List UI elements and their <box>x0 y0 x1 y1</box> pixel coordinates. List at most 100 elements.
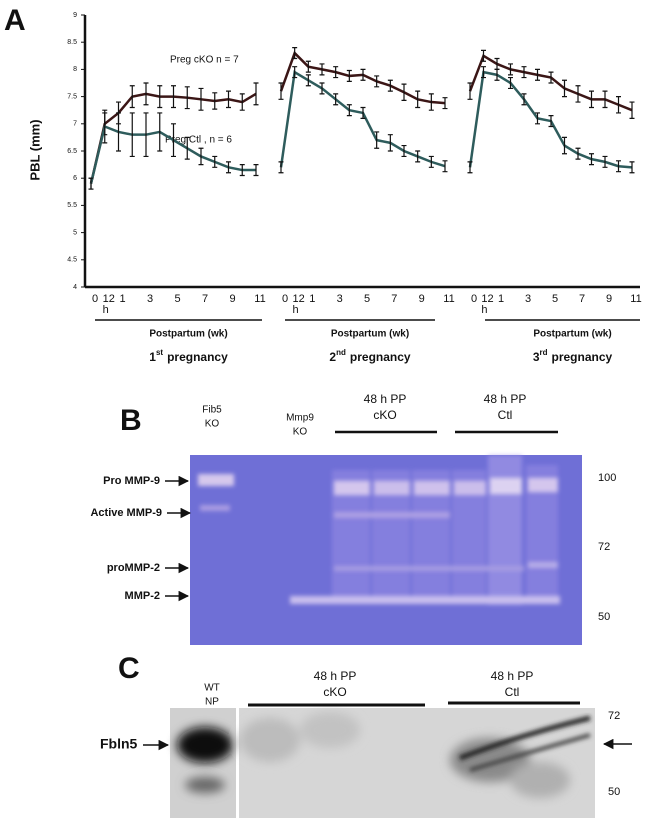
x-tick-label: 5 <box>552 293 558 305</box>
error-bar <box>212 155 218 168</box>
caption-part: rd <box>540 348 548 357</box>
error-bar <box>548 71 554 84</box>
x-tick-label: 9 <box>419 293 425 305</box>
lane-label: NP <box>205 697 219 708</box>
error-bar <box>305 74 311 87</box>
error-bar <box>305 60 311 73</box>
error-bar <box>253 82 259 106</box>
error-bar <box>278 82 284 100</box>
y-tick-label: 7 <box>73 121 77 128</box>
x-tick-label: 3 <box>337 293 343 305</box>
error-bar <box>442 97 448 110</box>
size-marker: 50 <box>608 786 620 798</box>
x-tick-label: 1 <box>309 293 315 305</box>
error-bar <box>333 93 339 106</box>
error-bar <box>319 63 325 76</box>
band-label: Active MMP-9 <box>90 507 162 519</box>
group-label: cKO <box>323 685 346 699</box>
error-bar <box>629 101 635 119</box>
error-bar <box>562 79 567 98</box>
x-tick-label: 12 h <box>293 293 305 316</box>
x-tick-label: 7 <box>579 293 585 305</box>
x-tick-label: 1 <box>119 293 125 305</box>
error-bar <box>102 109 108 144</box>
error-bar <box>494 68 500 81</box>
band-label: proMMP-2 <box>107 562 160 574</box>
x-axis-label: Postpartum (wk) <box>149 329 227 340</box>
x-tick-label: 0 <box>282 293 288 305</box>
error-bar <box>226 161 231 174</box>
size-marker: 72 <box>598 541 610 553</box>
error-bar <box>508 63 513 76</box>
error-bar <box>428 155 434 168</box>
y-tick-label: 9 <box>73 12 77 19</box>
error-bar <box>575 147 581 160</box>
error-bar <box>198 147 204 166</box>
error-bar <box>143 112 149 158</box>
error-bar <box>184 136 190 160</box>
x-tick-label: 3 <box>525 293 531 305</box>
error-bar <box>548 115 554 128</box>
x-tick-label: 5 <box>364 293 370 305</box>
y-axis-label: PBL (mm) <box>27 119 42 180</box>
panel-a: 4 4.5 5 5.5 6 6.5 7 7.5 8 8.5 9 PBL (mm) Preg cKO n … <box>27 12 641 364</box>
caption-part: pregnancy <box>350 350 411 364</box>
panel-letter: B <box>120 404 142 437</box>
error-bar <box>521 93 527 106</box>
error-bar <box>602 155 608 168</box>
panel-letter: A <box>4 4 26 37</box>
x-axis-label: Postpartum (wk) <box>331 329 409 340</box>
x-tick-label: 5 <box>174 293 180 305</box>
blot-c <box>170 708 595 818</box>
x-tick-label: 11 <box>443 293 454 305</box>
y-tick-label: 4 <box>73 284 77 291</box>
annotation: Preg cKO n = 7 <box>170 55 239 66</box>
error-bar <box>521 66 527 79</box>
error-bar <box>292 66 298 79</box>
x-tick-label: 12 h <box>103 293 115 316</box>
error-bar <box>562 136 567 155</box>
error-bar <box>278 161 284 174</box>
error-bar <box>401 144 407 158</box>
group-label: 48 h PP <box>364 392 407 406</box>
error-bar <box>575 85 581 103</box>
error-bar <box>535 112 540 125</box>
group-label: Ctl <box>505 685 520 699</box>
band-label: Pro MMP-9 <box>103 475 160 487</box>
error-bar <box>157 112 163 152</box>
caption-part: pregnancy <box>552 350 613 364</box>
error-bar <box>239 93 245 111</box>
error-bar <box>428 93 434 111</box>
error-bar <box>616 160 621 173</box>
lane-label: KO <box>205 419 220 430</box>
caption-part: pregnancy <box>167 350 228 364</box>
error-bar <box>387 134 393 152</box>
error-bar <box>239 164 245 177</box>
lane-label: Mmp9 <box>286 413 314 424</box>
error-bar <box>467 161 473 174</box>
x-tick-label: 11 <box>254 293 265 305</box>
error-bar <box>184 86 190 110</box>
error-bar <box>292 47 298 60</box>
x-tick-label: 9 <box>606 293 612 305</box>
error-bar <box>481 49 486 62</box>
error-bar <box>346 104 352 117</box>
y-tick-label: 8.5 <box>67 39 77 46</box>
error-bar <box>467 82 473 100</box>
error-bar <box>171 123 176 158</box>
caption-part: 2 <box>329 350 336 364</box>
error-bar <box>387 79 393 92</box>
panel-letter: C <box>118 652 140 685</box>
error-bar <box>374 131 380 149</box>
x-axis-label: Postpartum (wk) <box>533 329 611 340</box>
error-bar <box>129 85 135 109</box>
x-tick-label: 7 <box>391 293 397 305</box>
x-tick-label: 0 <box>92 293 98 305</box>
error-bar <box>589 90 594 109</box>
y-tick-label: 4.5 <box>67 257 77 264</box>
error-bar <box>360 68 366 81</box>
x-tick-label: 3 <box>147 293 153 305</box>
error-bar <box>171 85 176 109</box>
error-bar <box>535 68 540 81</box>
panel-caption: 1st pregnancy <box>149 348 228 364</box>
